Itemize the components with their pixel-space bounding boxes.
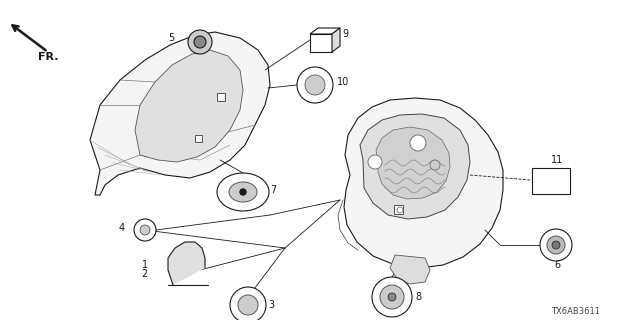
Circle shape <box>305 75 325 95</box>
Circle shape <box>540 229 572 261</box>
Circle shape <box>547 236 565 254</box>
Polygon shape <box>376 127 450 199</box>
Circle shape <box>552 241 560 249</box>
Circle shape <box>240 189 246 195</box>
Circle shape <box>410 135 426 151</box>
Text: 2: 2 <box>141 269 148 279</box>
Circle shape <box>430 160 440 170</box>
Circle shape <box>134 219 156 241</box>
Circle shape <box>380 285 404 309</box>
Text: 11: 11 <box>551 155 563 165</box>
Polygon shape <box>344 98 503 268</box>
Polygon shape <box>90 32 270 195</box>
Bar <box>195 135 202 142</box>
Polygon shape <box>310 28 340 34</box>
Circle shape <box>372 277 412 317</box>
Text: 7: 7 <box>270 185 276 195</box>
Polygon shape <box>390 255 430 284</box>
Text: 6: 6 <box>554 260 560 270</box>
Polygon shape <box>168 242 205 285</box>
Circle shape <box>388 293 396 301</box>
Circle shape <box>238 295 258 315</box>
Circle shape <box>140 225 150 235</box>
Circle shape <box>230 287 266 320</box>
Text: 10: 10 <box>337 77 349 87</box>
Text: FR.: FR. <box>38 52 58 62</box>
Text: 8: 8 <box>415 292 421 302</box>
Bar <box>217 93 225 101</box>
Polygon shape <box>360 114 470 219</box>
Bar <box>532 168 570 194</box>
Ellipse shape <box>217 173 269 211</box>
Circle shape <box>368 155 382 169</box>
Ellipse shape <box>229 182 257 202</box>
Polygon shape <box>135 50 243 162</box>
Circle shape <box>188 30 212 54</box>
Text: 5: 5 <box>168 33 174 43</box>
Text: TX6AB3611: TX6AB3611 <box>551 308 600 316</box>
Circle shape <box>397 207 403 213</box>
Bar <box>310 34 332 52</box>
Bar <box>394 205 403 214</box>
Text: 4: 4 <box>119 223 125 233</box>
Text: 9: 9 <box>342 29 348 39</box>
Polygon shape <box>332 28 340 52</box>
Text: 1: 1 <box>142 260 148 270</box>
Circle shape <box>297 67 333 103</box>
Circle shape <box>194 36 206 48</box>
Text: 3: 3 <box>268 300 274 310</box>
